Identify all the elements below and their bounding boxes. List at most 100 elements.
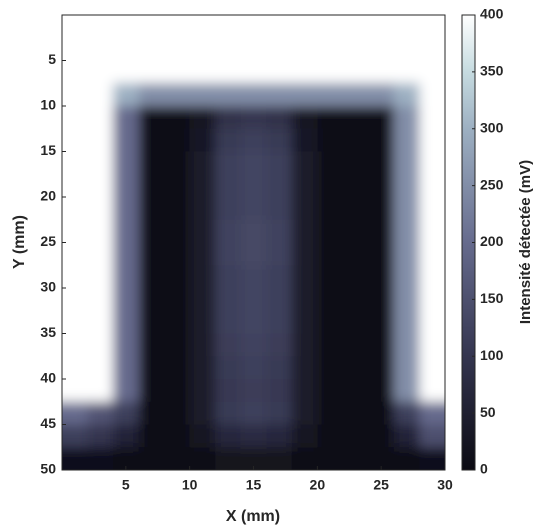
heatmap-cell <box>368 424 395 448</box>
heatmap-cell <box>342 288 369 312</box>
heatmap-cell <box>138 37 165 61</box>
heatmap-cell <box>240 219 267 243</box>
heatmap-cell <box>87 15 114 39</box>
heatmap-cell <box>113 447 140 470</box>
heatmap-cell <box>215 265 242 289</box>
heatmap-cell <box>240 265 267 289</box>
heatmap-cell <box>342 37 369 61</box>
x-tick-label: 25 <box>373 477 389 493</box>
heatmap-cell <box>62 288 89 312</box>
heatmap-cell <box>189 128 216 152</box>
heatmap-cell <box>419 333 445 357</box>
heatmap-cell <box>291 128 318 152</box>
heatmap-cell <box>164 60 191 84</box>
heatmap-cell <box>189 60 216 84</box>
heatmap-cell <box>113 83 140 107</box>
heatmap-cell <box>240 333 267 357</box>
y-tick-label: 25 <box>40 233 56 249</box>
heatmap-cell <box>215 128 242 152</box>
heatmap-cell <box>368 310 395 334</box>
heatmap-cell <box>87 401 114 425</box>
colorbar-tick-label: 350 <box>480 63 504 79</box>
heatmap-cell <box>164 197 191 221</box>
heatmap-cell <box>164 310 191 334</box>
heatmap-cell <box>62 128 89 152</box>
heatmap-cell <box>113 288 140 312</box>
heatmap-cell <box>342 265 369 289</box>
heatmap-cell <box>317 83 344 107</box>
heatmap-cell <box>266 265 293 289</box>
heatmap-cell <box>113 265 140 289</box>
heatmap-cell <box>393 197 420 221</box>
heatmap-cell <box>393 60 420 84</box>
heatmap-cell <box>189 424 216 448</box>
heatmap-cell <box>189 151 216 175</box>
colorbar-tick-label: 150 <box>480 290 504 306</box>
heatmap-cell <box>240 310 267 334</box>
heatmap-cell <box>342 151 369 175</box>
heatmap-cell <box>291 356 318 380</box>
heatmap-cell <box>291 83 318 107</box>
heatmap-cell <box>138 15 165 39</box>
heatmap-cell <box>113 151 140 175</box>
heatmap-cell <box>240 37 267 61</box>
heatmap-cell <box>164 151 191 175</box>
heatmap-cell <box>62 356 89 380</box>
heatmap-cell <box>393 356 420 380</box>
heatmap-cell <box>342 197 369 221</box>
heatmap-cell <box>215 83 242 107</box>
heatmap-cell <box>291 310 318 334</box>
heatmap-cell <box>266 356 293 380</box>
heatmap-cell <box>113 379 140 403</box>
heatmap-cell <box>393 15 420 39</box>
heatmap-cell <box>368 128 395 152</box>
heatmap-cell <box>342 106 369 130</box>
heatmap-cell <box>113 356 140 380</box>
heatmap-cell <box>138 151 165 175</box>
heatmap-cell <box>62 15 89 39</box>
colorbar-label: Intensité détectée (mV) <box>517 160 534 324</box>
heatmap-cell <box>113 128 140 152</box>
heatmap-cell <box>393 333 420 357</box>
heatmap-cell <box>342 60 369 84</box>
heatmap-cell <box>419 401 445 425</box>
heatmap-cell <box>368 83 395 107</box>
heatmap-cell <box>189 288 216 312</box>
heatmap-cell <box>215 219 242 243</box>
heatmap-cell <box>138 333 165 357</box>
heatmap-cell <box>266 379 293 403</box>
heatmap-cell <box>240 424 267 448</box>
y-tick-label: 40 <box>40 370 56 386</box>
heatmap-cell <box>342 219 369 243</box>
heatmap-cell <box>368 151 395 175</box>
heatmap-cell <box>215 447 242 470</box>
colorbar-tick-label: 200 <box>480 233 504 249</box>
heatmap-cell <box>368 219 395 243</box>
heatmap-cell <box>189 242 216 266</box>
heatmap-cell <box>342 83 369 107</box>
heatmap-cell <box>164 15 191 39</box>
y-tick-label: 10 <box>40 97 56 113</box>
heatmap-cell <box>393 401 420 425</box>
heatmap-cell <box>164 265 191 289</box>
heatmap-cell <box>87 356 114 380</box>
heatmap-cell <box>87 242 114 266</box>
heatmap-cell <box>266 106 293 130</box>
heatmap-cell <box>317 447 344 470</box>
heatmap-cell <box>317 37 344 61</box>
heatmap-cell <box>317 219 344 243</box>
heatmap-cell <box>368 401 395 425</box>
heatmap-cell <box>189 106 216 130</box>
heatmap-cell <box>240 379 267 403</box>
colorbar-tick-label: 300 <box>480 119 504 135</box>
heatmap-cell <box>419 288 445 312</box>
colorbar-tick-label: 400 <box>480 6 504 22</box>
heatmap-cell <box>189 379 216 403</box>
y-tick-label: 30 <box>40 279 56 295</box>
heatmap-cell <box>138 242 165 266</box>
heatmap-cell <box>266 60 293 84</box>
heatmap-cell <box>266 424 293 448</box>
heatmap-cell <box>291 37 318 61</box>
heatmap-cell <box>62 151 89 175</box>
heatmap-cell <box>215 356 242 380</box>
